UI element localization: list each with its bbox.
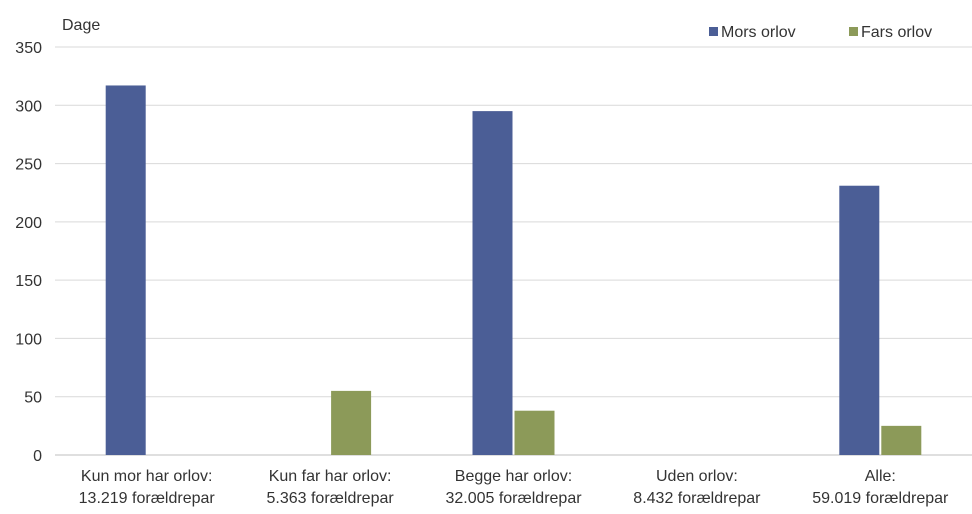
bar-fars-orlov (331, 390, 372, 455)
y-tick-label: 0 (33, 448, 42, 465)
x-category-label: Alle: (865, 468, 896, 485)
bar-mors-orlov (472, 111, 513, 455)
x-category-label: 59.019 forældrepar (812, 490, 949, 507)
gridlines (55, 46, 972, 456)
x-category-label: 32.005 forældrepar (445, 490, 582, 507)
y-tick-label: 50 (24, 390, 42, 407)
legend-swatch (709, 27, 718, 36)
legend-label: Fars orlov (861, 24, 932, 41)
bar-mors-orlov (105, 85, 146, 456)
x-category-label: 13.219 forældrepar (79, 490, 216, 507)
legend: Mors orlov Fars orlov (709, 24, 932, 41)
bars (105, 85, 922, 456)
x-category-label: 8.432 forældrepar (633, 490, 761, 507)
y-tick-label: 150 (15, 273, 42, 290)
x-category-label: Begge har orlov: (455, 468, 572, 485)
legend-swatch (849, 27, 858, 36)
y-tick-label: 350 (15, 40, 42, 57)
x-axis-category-labels: Kun mor har orlov: 13.219 forældrepar Kun … (79, 468, 949, 507)
y-tick-label: 300 (15, 98, 42, 115)
legend-label: Mors orlov (721, 24, 796, 41)
x-category-label: Kun far har orlov: (269, 468, 392, 485)
y-axis-label: Dage (62, 17, 100, 34)
x-category-label: Kun mor har orlov: (81, 468, 213, 485)
y-tick-label: 200 (15, 215, 42, 232)
bar-fars-orlov (881, 425, 922, 455)
y-tick-label: 100 (15, 331, 42, 348)
bar-mors-orlov (839, 185, 880, 455)
x-category-label: 5.363 forældrepar (267, 490, 395, 507)
y-axis-tick-labels: 0 50 100 150 200 250 300 350 (15, 40, 42, 465)
y-tick-label: 250 (15, 157, 42, 174)
x-category-label: Uden orlov: (656, 468, 738, 485)
bar-fars-orlov (514, 410, 555, 455)
